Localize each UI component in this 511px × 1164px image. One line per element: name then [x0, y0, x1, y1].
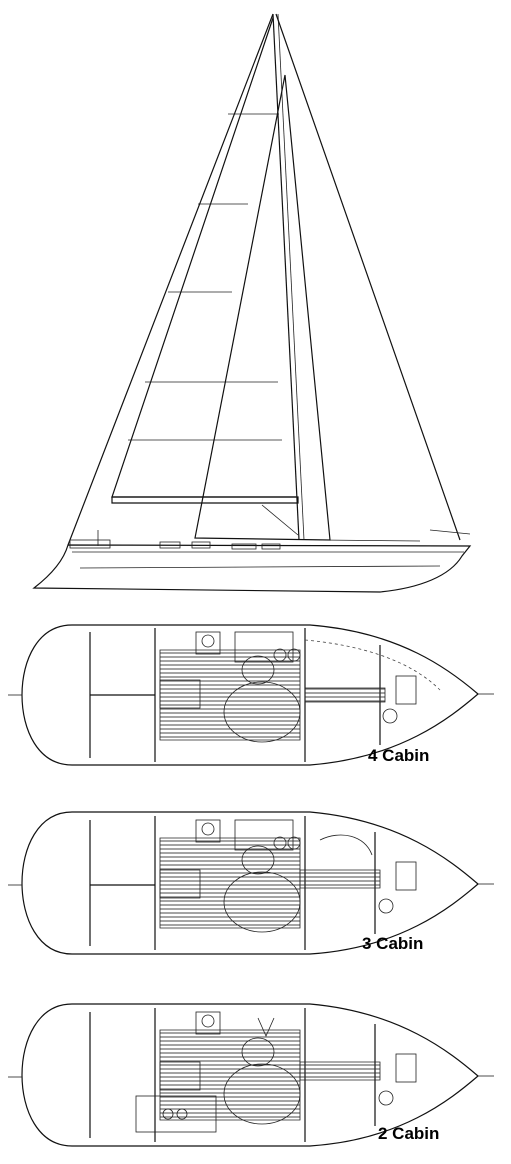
- mast: [272, 13, 300, 541]
- hull-outline-2-cabin: [21, 1003, 479, 1147]
- hull-profile: [32, 544, 472, 593]
- boom: [111, 496, 299, 504]
- caption-4-cabin: 4 Cabin: [368, 746, 430, 765]
- caption-2-cabin: 2 Cabin: [378, 1124, 440, 1143]
- hull-outline-3-cabin: [21, 811, 479, 955]
- layout-plan-2-cabin: [8, 1003, 494, 1147]
- sail-plan-profile: [32, 13, 472, 593]
- caption-3-cabin: 3 Cabin: [362, 934, 424, 953]
- headsail: [194, 74, 331, 541]
- hull-outline-4-cabin: [21, 624, 479, 766]
- layout-plan-3-cabin: [8, 811, 494, 955]
- layout-plan-4-cabin: [8, 624, 494, 766]
- forestay: [275, 13, 461, 541]
- backstay: [67, 13, 274, 546]
- mainsail: [111, 17, 296, 498]
